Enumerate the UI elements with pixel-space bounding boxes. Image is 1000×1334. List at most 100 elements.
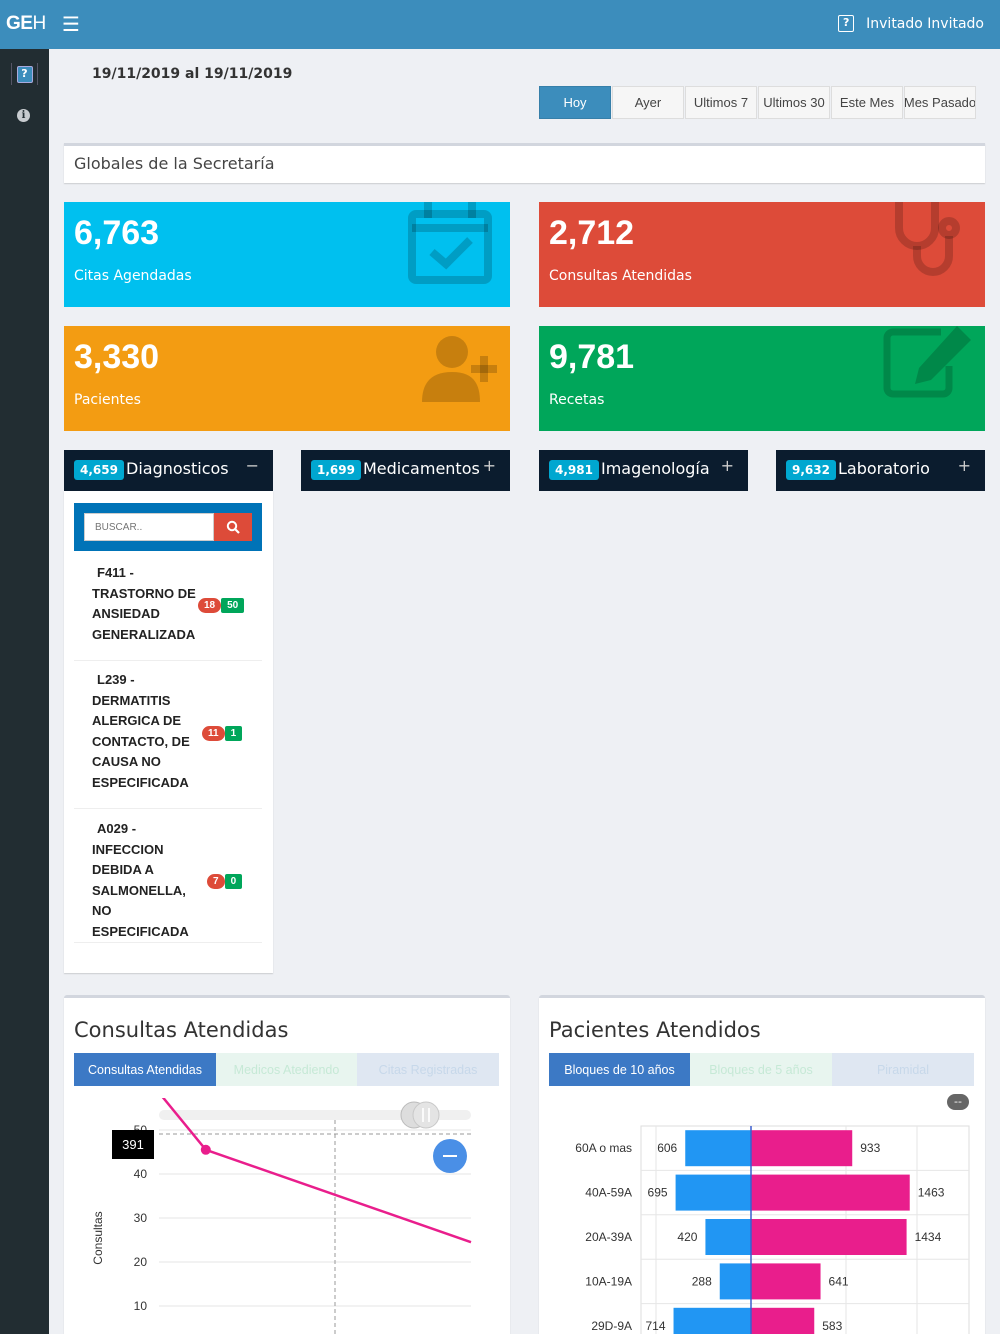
tooltip-box [112,1130,154,1159]
category-label: 29D-9A [591,1319,632,1333]
count-badge: 4,981 [549,460,599,480]
section-medicamentos[interactable]: 1,699 Medicamentos + [301,450,510,491]
stat-value: 6,763 [74,214,160,252]
stat-box-recetas[interactable]: 9,781 Recetas [539,326,985,431]
section-name: Diagnosticos [126,459,229,478]
stat-box-pacientes[interactable]: 3,330 Pacientes [64,326,510,431]
stat-label: Pacientes [74,392,141,408]
tab-consultas-atendidas[interactable]: Consultas Atendidas [74,1053,216,1086]
diagnosticos-panel: F411 - TRASTORNO DE ANSIEDAD GENERALIZAD… [64,491,273,973]
value-label-left: 714 [645,1319,665,1333]
consultas-chart-panel: Consultas Atendidas Consultas Atendidas … [64,995,510,1334]
diagnosis-text: L239 - DERMATITIS ALERGICA DE CONTACTO, … [92,670,204,794]
stethoscope-icon [895,202,960,276]
expand-icon[interactable]: + [482,456,496,475]
user-name[interactable]: Invitado Invitado [866,15,984,32]
bar-left[interactable] [719,1263,751,1300]
section-name: Imagenología [601,459,710,478]
app-logo[interactable]: GEH [6,13,46,34]
tab-bloques-5[interactable]: Bloques de 5 años [690,1053,832,1086]
diagnosis-text: A029 - INFECCION DEBIDA A SALMONELLA, NO… [92,819,204,943]
bar-right[interactable] [751,1130,853,1167]
bar-right[interactable] [751,1307,815,1334]
section-diagnosticos[interactable]: 4,659 Diagnosticos − [64,450,273,491]
diagnosis-code: L239 - [97,672,135,687]
tab-citas-registradas[interactable]: Citas Registradas [357,1053,499,1086]
edit-icon [883,326,971,398]
list-item[interactable]: F411 - TRASTORNO DE ANSIEDAD GENERALIZAD… [74,555,262,661]
list-item[interactable]: L239 - DERMATITIS ALERGICA DE CONTACTO, … [74,661,262,809]
chart-tabs: Consultas Atendidas Medicos Atediendo Ci… [74,1053,499,1086]
count-badge-red: 18 [198,598,222,613]
search-bar [74,503,262,551]
line-chart[interactable]: 1020304050 Consultas 391 [64,1098,510,1334]
section-laboratorio[interactable]: 9,632 Laboratorio + [776,450,985,491]
section-imagenologia[interactable]: 4,981 Imagenología + [539,450,748,491]
help-icon: ? [16,65,33,83]
status-badge[interactable]: -- [947,1094,969,1110]
stat-value: 9,781 [549,338,635,376]
diagnosis-code: A029 - [97,821,137,836]
bar-right[interactable] [751,1263,821,1300]
bar-chart[interactable]: 60A o mas 606 933 40A-59A 695 1463 20A-39A 420 1… [539,1118,985,1334]
section-title: Globales de la Secretaría [74,154,275,173]
tab-piramidal[interactable]: Piramidal [832,1053,974,1086]
count-badge-green: 0 [224,874,243,889]
tab-medicos-atendiendo[interactable]: Medicos Atediendo [216,1053,357,1086]
range-button-this-month[interactable]: Este Mes [831,86,903,119]
section-title-box: Globales de la Secretaría [64,143,985,183]
value-label-left: 420 [677,1230,697,1244]
bar-left[interactable] [705,1219,751,1255]
range-button-last-30[interactable]: Ultimos 30 [758,86,830,119]
bar-left[interactable] [673,1307,751,1334]
help-icon[interactable]: ? [838,15,855,32]
tooltip-value: 391 [122,1137,144,1152]
calendar-check-icon [408,202,492,284]
user-plus-icon [422,336,497,402]
count-badge-green: 1 [224,726,243,741]
range-button-yesterday[interactable]: Ayer [612,86,684,119]
bar-right[interactable] [751,1219,907,1255]
range-button-last-month[interactable]: Mes Pasado [904,86,976,119]
range-button-today[interactable]: Hoy [539,86,611,119]
value-label-left: 288 [692,1274,712,1288]
count-badge-red: 11 [202,726,225,741]
hamburger-icon[interactable]: ☰ [62,12,80,36]
tab-bloques-10[interactable]: Bloques de 10 años [549,1053,690,1086]
stat-box-citas[interactable]: 6,763 Citas Agendadas [64,202,510,307]
list-item[interactable]: A029 - INFECCION DEBIDA A SALMONELLA, NO… [74,809,262,943]
bar-left[interactable] [685,1130,751,1167]
stat-label: Citas Agendadas [74,268,192,284]
value-label-right: 1434 [915,1230,942,1244]
category-label: 60A o mas [575,1141,632,1155]
search-input[interactable] [84,513,214,541]
collapse-icon[interactable]: − [245,456,259,475]
bar-left[interactable] [675,1174,751,1211]
chart-grid [640,1125,970,1334]
stat-value: 2,712 [549,214,635,252]
expand-icon[interactable]: + [720,456,734,475]
count-badge: 9,632 [786,460,836,480]
plot-frame [640,1125,970,1334]
user-menu[interactable]: ? Invitado Invitado [838,15,984,32]
stat-box-consultas[interactable]: 2,712 Consultas Atendidas [539,202,985,307]
section-name: Medicamentos [363,459,480,478]
top-navbar: GEH ☰ ? Invitado Invitado [0,0,1000,49]
minus-icon[interactable] [433,1139,467,1173]
highlight-point[interactable] [200,1144,211,1155]
category-label: 20A-39A [585,1230,632,1244]
date-range-buttons: Hoy Ayer Ultimos 7 Ultimos 30 Este Mes M… [539,86,977,119]
y-axis-label: Consultas [91,1211,105,1264]
search-button[interactable] [214,513,252,541]
pause-icon[interactable] [412,1101,440,1129]
chart-bars: 60A o mas 606 933 40A-59A 695 1463 20A-39A 420 1… [575,1126,945,1334]
diagnosis-text: F411 - TRASTORNO DE ANSIEDAD GENERALIZAD… [92,563,204,645]
chart-range-slider[interactable] [159,1110,471,1120]
bar-right[interactable] [751,1174,910,1211]
info-icon[interactable]: i [17,109,30,122]
range-button-last-7[interactable]: Ultimos 7 [685,86,757,119]
y-tick-label: 10 [134,1299,148,1313]
sidebar-item-help[interactable]: ? [11,63,38,85]
value-label-right: 583 [822,1319,842,1333]
expand-icon[interactable]: + [957,456,971,475]
